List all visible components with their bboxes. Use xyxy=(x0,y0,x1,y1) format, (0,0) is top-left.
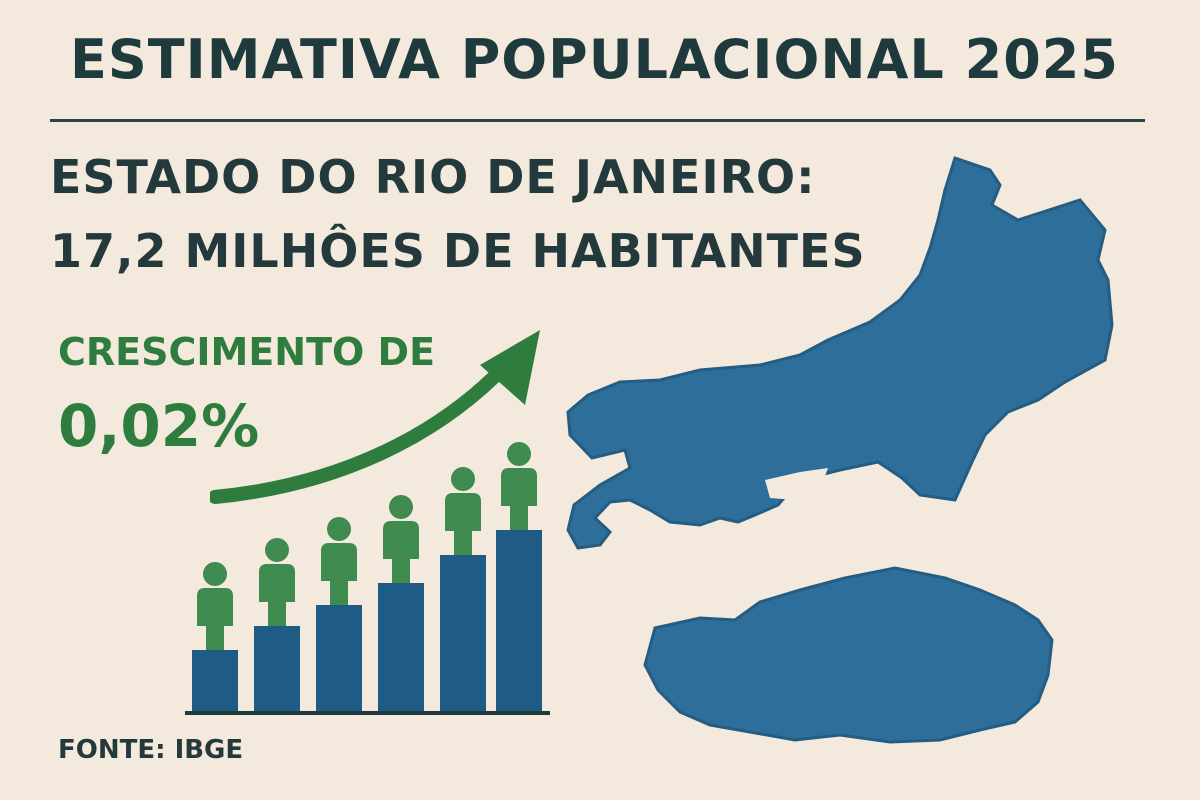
population-bars-graphic xyxy=(185,442,550,715)
map-mainland xyxy=(566,156,1114,550)
title-divider xyxy=(50,119,1145,122)
person-icon xyxy=(321,517,357,605)
bar-6 xyxy=(496,530,542,711)
bar-5 xyxy=(440,555,486,711)
person-icon xyxy=(501,442,537,530)
person-icon xyxy=(259,538,295,626)
bar-4 xyxy=(378,583,424,711)
bar-3 xyxy=(316,605,362,711)
source-label: FONTE: IBGE xyxy=(58,735,244,765)
state-map-icon xyxy=(566,156,1114,744)
bar-2 xyxy=(254,626,300,711)
person-icon xyxy=(445,467,481,555)
person-icon xyxy=(383,495,419,583)
growth-arrow-icon xyxy=(210,330,540,504)
bar-1 xyxy=(192,650,238,711)
headline-population: 17,2 MILHÔES DE HABITANTES xyxy=(50,224,866,278)
growth-value: 0,02% xyxy=(58,392,260,460)
growth-label: CRESCIMENTO DE xyxy=(58,330,436,374)
person-icon xyxy=(197,562,233,650)
infographic-title: ESTIMATIVA POPULACIONAL 2025 xyxy=(70,28,1119,91)
map-island xyxy=(643,566,1054,744)
headline-state: ESTADO DO RIO DE JANEIRO: xyxy=(50,150,816,204)
map-bay-inlet xyxy=(765,468,828,500)
